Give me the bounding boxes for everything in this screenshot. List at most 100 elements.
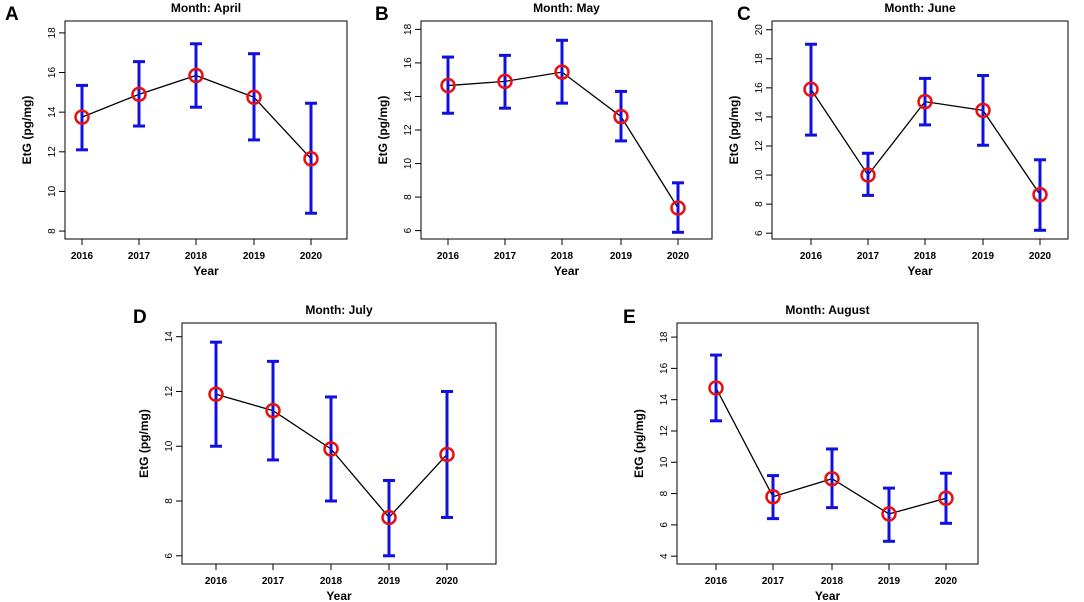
error-bar	[805, 42, 817, 137]
error-bar	[325, 395, 337, 503]
error-bar	[76, 83, 88, 152]
y-tick-label: 10	[164, 440, 175, 452]
panel-label: B	[375, 4, 389, 25]
y-tick-label: 14	[754, 111, 765, 123]
y-tick-label: 14	[164, 331, 175, 343]
y-tick-label: 14	[403, 90, 414, 102]
error-bar	[919, 76, 931, 127]
y-tick-label: 4	[659, 553, 670, 559]
x-tick-label: 2018	[185, 251, 208, 262]
chart-title: Month: April	[171, 1, 241, 15]
panel-e: E Month: August 4 6 8 10 12 14 16 18 EtG (pg/mg) 20…	[623, 303, 979, 602]
x-axis-label: Year	[815, 589, 841, 602]
error-bar	[826, 447, 838, 510]
x-tick-label: 2017	[494, 251, 517, 262]
data-point	[938, 490, 954, 507]
data-point	[708, 380, 724, 396]
x-tick-label: 2016	[437, 251, 460, 262]
y-tick-label: 8	[403, 194, 414, 200]
y-tick-label: 16	[754, 82, 765, 94]
data-point	[824, 470, 840, 487]
x-axis-label: Year	[193, 264, 219, 278]
x-tick-label: 2016	[705, 576, 728, 587]
x-axis-label: Year	[326, 589, 352, 602]
chart-title: Month: May	[533, 1, 600, 15]
error-bar	[267, 359, 279, 462]
data-point	[613, 108, 629, 125]
chart-title: Month: June	[884, 1, 956, 15]
y-tick-label: 16	[403, 57, 414, 69]
y-tick-label: 12	[403, 124, 414, 136]
y-tick-label: 12	[659, 425, 670, 437]
data-point	[265, 402, 281, 419]
plot-frame	[420, 20, 713, 240]
data-point	[323, 441, 339, 457]
panel-label: D	[133, 307, 147, 328]
error-bar	[615, 89, 627, 143]
x-tick-label: 2018	[320, 576, 343, 587]
y-tick-label: 6	[754, 230, 765, 236]
y-tick-label: 18	[659, 331, 670, 343]
x-axis-label: Year	[554, 264, 580, 278]
data-point	[765, 488, 781, 505]
plot-frame	[64, 20, 348, 240]
x-tick-label: 2016	[205, 576, 228, 587]
x-tick-label: 2017	[762, 576, 785, 587]
error-bar	[767, 474, 779, 521]
chart-title: Month: July	[305, 303, 373, 317]
data-point	[554, 64, 570, 80]
y-tick-label: 12	[164, 385, 175, 397]
error-bar	[672, 181, 684, 234]
data-point	[917, 93, 933, 110]
data-point	[208, 386, 224, 402]
error-bar	[133, 60, 145, 128]
error-bar	[710, 353, 722, 423]
x-tick-label: 2017	[128, 251, 151, 262]
error-bar	[556, 38, 568, 105]
y-tick-label: 6	[164, 553, 175, 559]
y-tick-label: 8	[47, 228, 58, 234]
data-point	[74, 109, 90, 125]
error-bar	[940, 471, 952, 525]
data-point	[303, 150, 319, 167]
x-tick-label: 2019	[378, 576, 401, 587]
panel-label: A	[5, 4, 19, 25]
error-bar	[977, 74, 989, 147]
panel-a: A Month: April 8 10 12 14 16 18 EtG (pg/mg) 2016 2…	[5, 1, 348, 278]
panel-c: C Month: June 6 8 10 12 14 16 18 20 EtG (pg/mg) 201…	[727, 1, 1069, 278]
error-bar	[383, 478, 395, 558]
x-tick-label: 2019	[972, 251, 995, 262]
y-tick-label: 16	[659, 362, 670, 374]
y-tick-label: 14	[47, 106, 58, 118]
y-tick-label: 12	[47, 146, 58, 158]
x-tick-label: 2017	[262, 576, 285, 587]
error-bar	[1034, 158, 1046, 232]
x-tick-label: 2019	[878, 576, 901, 587]
error-bar	[441, 389, 453, 519]
data-point	[131, 86, 147, 103]
y-tick-label: 10	[659, 456, 670, 468]
x-tick-label: 2020	[436, 576, 459, 587]
y-tick-label: 10	[754, 169, 765, 181]
x-tick-label: 2016	[800, 251, 823, 262]
y-tick-label: 8	[164, 498, 175, 504]
data-point	[439, 446, 455, 463]
y-tick-label: 14	[659, 394, 670, 406]
plot-frame	[181, 322, 497, 565]
x-tick-label: 2016	[71, 251, 94, 262]
data-point	[188, 67, 204, 84]
y-tick-label: 20	[754, 24, 765, 36]
x-tick-label: 2019	[610, 251, 633, 262]
error-bar	[883, 486, 895, 543]
error-bar	[248, 52, 260, 142]
panel-b: B Month: May 6 8 10 12 14 16 18 EtG (pg/mg) 2016 20…	[375, 1, 713, 278]
error-bar	[305, 101, 317, 215]
error-bar	[499, 53, 511, 110]
y-axis-label: EtG (pg/mg)	[632, 409, 646, 478]
y-tick-label: 16	[47, 67, 58, 79]
data-point	[1032, 186, 1048, 203]
y-tick-label: 8	[754, 201, 765, 207]
y-tick-label: 18	[754, 53, 765, 65]
y-tick-label: 18	[47, 27, 58, 39]
